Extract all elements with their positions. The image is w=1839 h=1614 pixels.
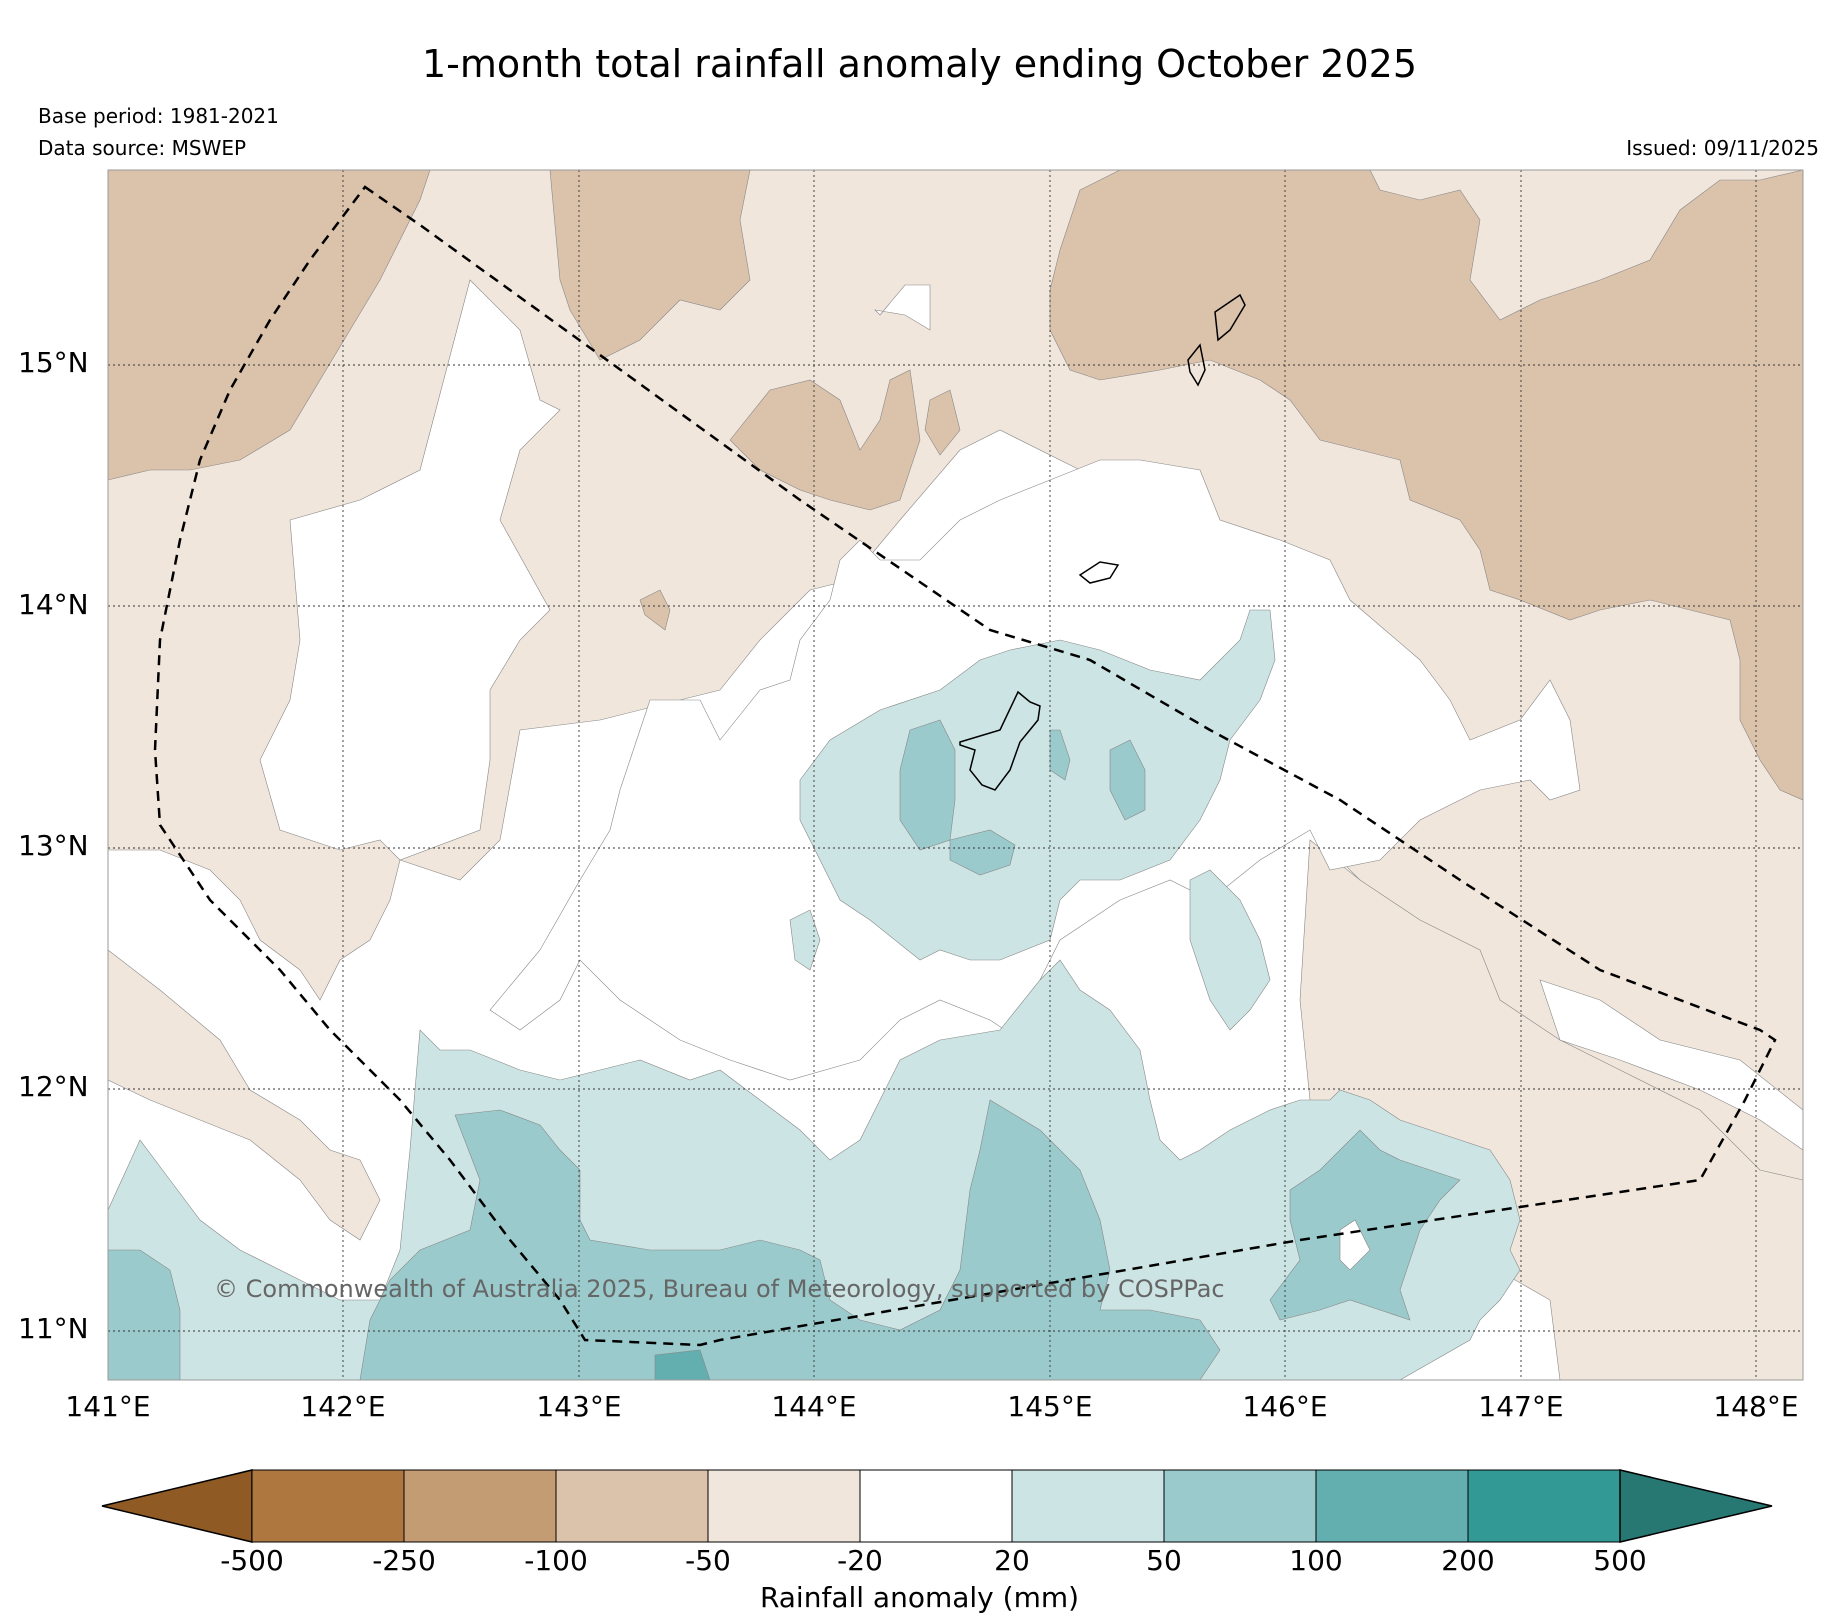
colorbar-tick: -50 xyxy=(685,1544,731,1577)
lon-label-148: 148°E xyxy=(1713,1390,1799,1423)
lon-label-147: 147°E xyxy=(1478,1390,1564,1423)
colorbar-tick: -250 xyxy=(372,1544,436,1577)
colorbar-extend-low xyxy=(101,1469,253,1543)
lon-label-141: 141°E xyxy=(65,1390,151,1423)
colorbar-tick: -20 xyxy=(837,1544,883,1577)
lon-label-144: 144°E xyxy=(771,1390,857,1423)
lon-label-142: 142°E xyxy=(300,1390,386,1423)
colorbar-tick: 20 xyxy=(994,1544,1030,1577)
lon-label-146: 146°E xyxy=(1242,1390,1328,1423)
gridlines xyxy=(108,170,1803,1380)
copyright-watermark: © Commonwealth of Australia 2025, Bureau… xyxy=(214,1275,1225,1303)
colorbar-bin xyxy=(1011,1469,1165,1543)
contour-light-teal xyxy=(799,609,1276,961)
colorbar-bin xyxy=(1315,1469,1469,1543)
colorbar-bin xyxy=(1163,1469,1317,1543)
lat-label-15: 15°N xyxy=(18,346,89,379)
colorbar-tick: -500 xyxy=(220,1544,284,1577)
island-outlines xyxy=(959,293,1246,791)
colorbar-bin xyxy=(555,1469,709,1543)
contour-medium-brown xyxy=(108,170,431,481)
base-period: Base period: 1981-2021 xyxy=(38,104,279,128)
map-frame xyxy=(107,169,1804,1381)
colorbar-bin xyxy=(403,1469,557,1543)
contour-dark-teal xyxy=(654,1349,711,1380)
map-title: 1-month total rainfall anomaly ending Oc… xyxy=(421,42,1417,86)
lat-label-13: 13°N xyxy=(18,829,89,862)
colorbar-title: Rainfall anomaly (mm) xyxy=(759,1581,1080,1614)
colorbar-bin xyxy=(251,1469,405,1543)
data-source: Data source: MSWEP xyxy=(38,136,247,160)
colorbar-bin xyxy=(707,1469,861,1543)
colorbar-extend-high xyxy=(1619,1469,1773,1543)
lon-label-143: 143°E xyxy=(536,1390,622,1423)
colorbar-bin xyxy=(859,1469,1013,1543)
eez-boundary xyxy=(153,185,1777,1347)
colorbar-tick: 500 xyxy=(1593,1544,1647,1577)
colorbar-tick: -100 xyxy=(524,1544,588,1577)
colorbar-tick: 100 xyxy=(1289,1544,1343,1577)
colorbar-bin xyxy=(1467,1469,1621,1543)
lat-label-11: 11°N xyxy=(18,1312,89,1345)
lon-label-145: 145°E xyxy=(1007,1390,1093,1423)
lat-label-12: 12°N xyxy=(18,1070,89,1103)
lat-label-14: 14°N xyxy=(18,588,89,621)
colorbar-tick: 50 xyxy=(1146,1544,1182,1577)
issued-date: Issued: 09/11/2025 xyxy=(1626,136,1819,160)
colorbar-tick: 200 xyxy=(1441,1544,1495,1577)
